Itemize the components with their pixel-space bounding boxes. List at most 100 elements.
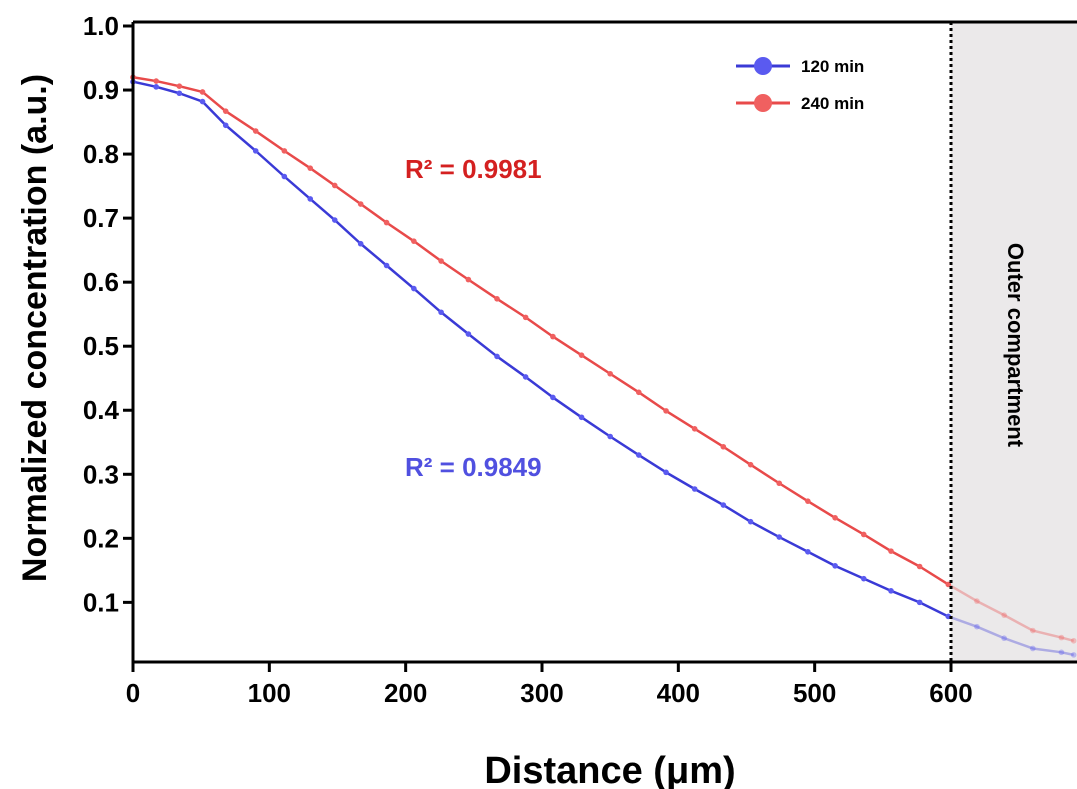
plot-area: 0.1 0.2 0.3 0.4 0.5 0.6 0.7 0.8 0.9 1.0 0 100 200 300…	[83, 11, 1077, 708]
y-tick-label: 0.8	[83, 139, 119, 169]
outer-compartment-region	[951, 22, 1077, 662]
legend-label-240-min: 240 min	[801, 94, 864, 113]
x-axis-title: Distance (μm)	[484, 750, 735, 789]
data-point-120-min	[805, 548, 811, 555]
data-point-120-min	[411, 285, 417, 292]
data-point-120-min	[281, 173, 288, 180]
data-point-120-min	[153, 84, 159, 90]
data-point-240-min	[550, 333, 556, 340]
data-point-120-min	[1030, 645, 1036, 652]
outer-compartment-label: Outer compartment	[1003, 243, 1028, 448]
data-point-120-min	[635, 452, 642, 458]
r-squared-240-min: R² = 0.9981	[405, 154, 542, 184]
data-point-120-min	[607, 433, 613, 440]
data-point-120-min	[747, 518, 754, 525]
legend-marker-120-min	[754, 57, 772, 75]
data-point-240-min	[1030, 627, 1036, 634]
data-point-120-min	[974, 623, 980, 630]
data-point-240-min	[176, 83, 183, 89]
data-point-240-min	[222, 108, 229, 114]
series-line-faded-120-min	[947, 615, 1074, 657]
data-point-240-min	[252, 128, 259, 134]
data-point-240-min	[607, 370, 613, 377]
x-tick-label: 500	[793, 678, 836, 708]
y-tick-label: 0.1	[83, 587, 119, 617]
x-tick-label: 200	[384, 678, 427, 708]
data-point-120-min	[199, 98, 206, 105]
data-point-240-min	[383, 219, 390, 226]
data-point-240-min	[357, 201, 364, 207]
data-point-240-min	[1001, 612, 1007, 618]
x-tick-label: 300	[520, 678, 563, 708]
data-point-120-min	[691, 486, 698, 492]
r-squared-120-min: R² = 0.9849	[405, 452, 542, 482]
data-point-240-min	[1058, 634, 1065, 641]
data-point-240-min	[635, 389, 642, 396]
data-point-240-min	[691, 426, 698, 432]
data-point-240-min	[776, 480, 783, 487]
data-point-240-min	[832, 515, 838, 521]
x-tick-label: 600	[929, 678, 972, 708]
data-point-120-min	[578, 414, 585, 421]
y-axis-title: Normalized concentration (a.u.)	[16, 74, 54, 582]
data-point-120-min	[832, 563, 838, 569]
y-tick-label: 0.4	[83, 395, 120, 425]
x-tick-label: 0	[126, 678, 140, 708]
legend-marker-240-min	[754, 94, 772, 112]
legend-label-120-min: 120 min	[801, 57, 864, 76]
data-point-120-min	[663, 469, 669, 476]
data-point-240-min	[494, 296, 500, 302]
y-tick-label: 1.0	[83, 11, 119, 41]
data-point-120-min	[916, 599, 923, 606]
data-point-120-min	[383, 262, 390, 269]
data-point-120-min	[1058, 649, 1065, 656]
data-point-240-min	[860, 531, 867, 538]
data-point-240-min	[199, 89, 206, 95]
data-point-240-min	[916, 563, 923, 570]
data-point-120-min	[331, 217, 338, 223]
data-point-240-min	[307, 165, 314, 171]
data-point-240-min	[411, 238, 417, 244]
data-point-120-min	[222, 122, 229, 129]
data-point-240-min	[331, 182, 338, 189]
data-point-240-min	[805, 498, 811, 504]
data-point-120-min	[1001, 635, 1007, 642]
series-line-faded-240-min	[947, 583, 1075, 642]
data-point-120-min	[550, 394, 556, 401]
data-point-240-min	[578, 352, 585, 358]
data-point-240-min	[747, 461, 754, 468]
data-point-120-min	[888, 588, 894, 594]
y-tick-label: 0.7	[83, 203, 119, 233]
data-point-240-min	[465, 276, 472, 283]
data-point-240-min	[1070, 637, 1077, 644]
y-tick-label: 0.9	[83, 75, 119, 105]
data-point-120-min	[522, 374, 529, 380]
data-point-240-min	[438, 258, 444, 264]
legend: 120 min 240 min	[736, 57, 864, 113]
data-point-240-min	[945, 581, 952, 588]
data-point-120-min	[776, 534, 783, 540]
data-point-240-min	[153, 78, 159, 84]
data-point-240-min	[888, 548, 894, 554]
data-point-120-min	[176, 90, 183, 97]
x-tick-label: 100	[248, 678, 291, 708]
data-point-120-min	[307, 196, 314, 202]
data-point-240-min	[974, 598, 980, 604]
data-point-120-min	[357, 240, 364, 247]
data-point-120-min	[252, 148, 259, 154]
data-point-240-min	[522, 314, 529, 321]
data-point-120-min	[720, 502, 727, 508]
data-point-120-min	[494, 353, 500, 360]
data-point-120-min	[1070, 652, 1077, 658]
y-tick-label: 0.3	[83, 459, 119, 489]
data-point-240-min	[720, 443, 727, 450]
data-point-120-min	[465, 331, 472, 337]
data-point-240-min	[663, 408, 669, 414]
data-point-120-min	[860, 575, 867, 582]
x-tick-label: 400	[657, 678, 700, 708]
data-point-240-min	[281, 148, 288, 154]
data-point-120-min	[438, 309, 444, 316]
y-tick-label: 0.5	[83, 331, 119, 361]
